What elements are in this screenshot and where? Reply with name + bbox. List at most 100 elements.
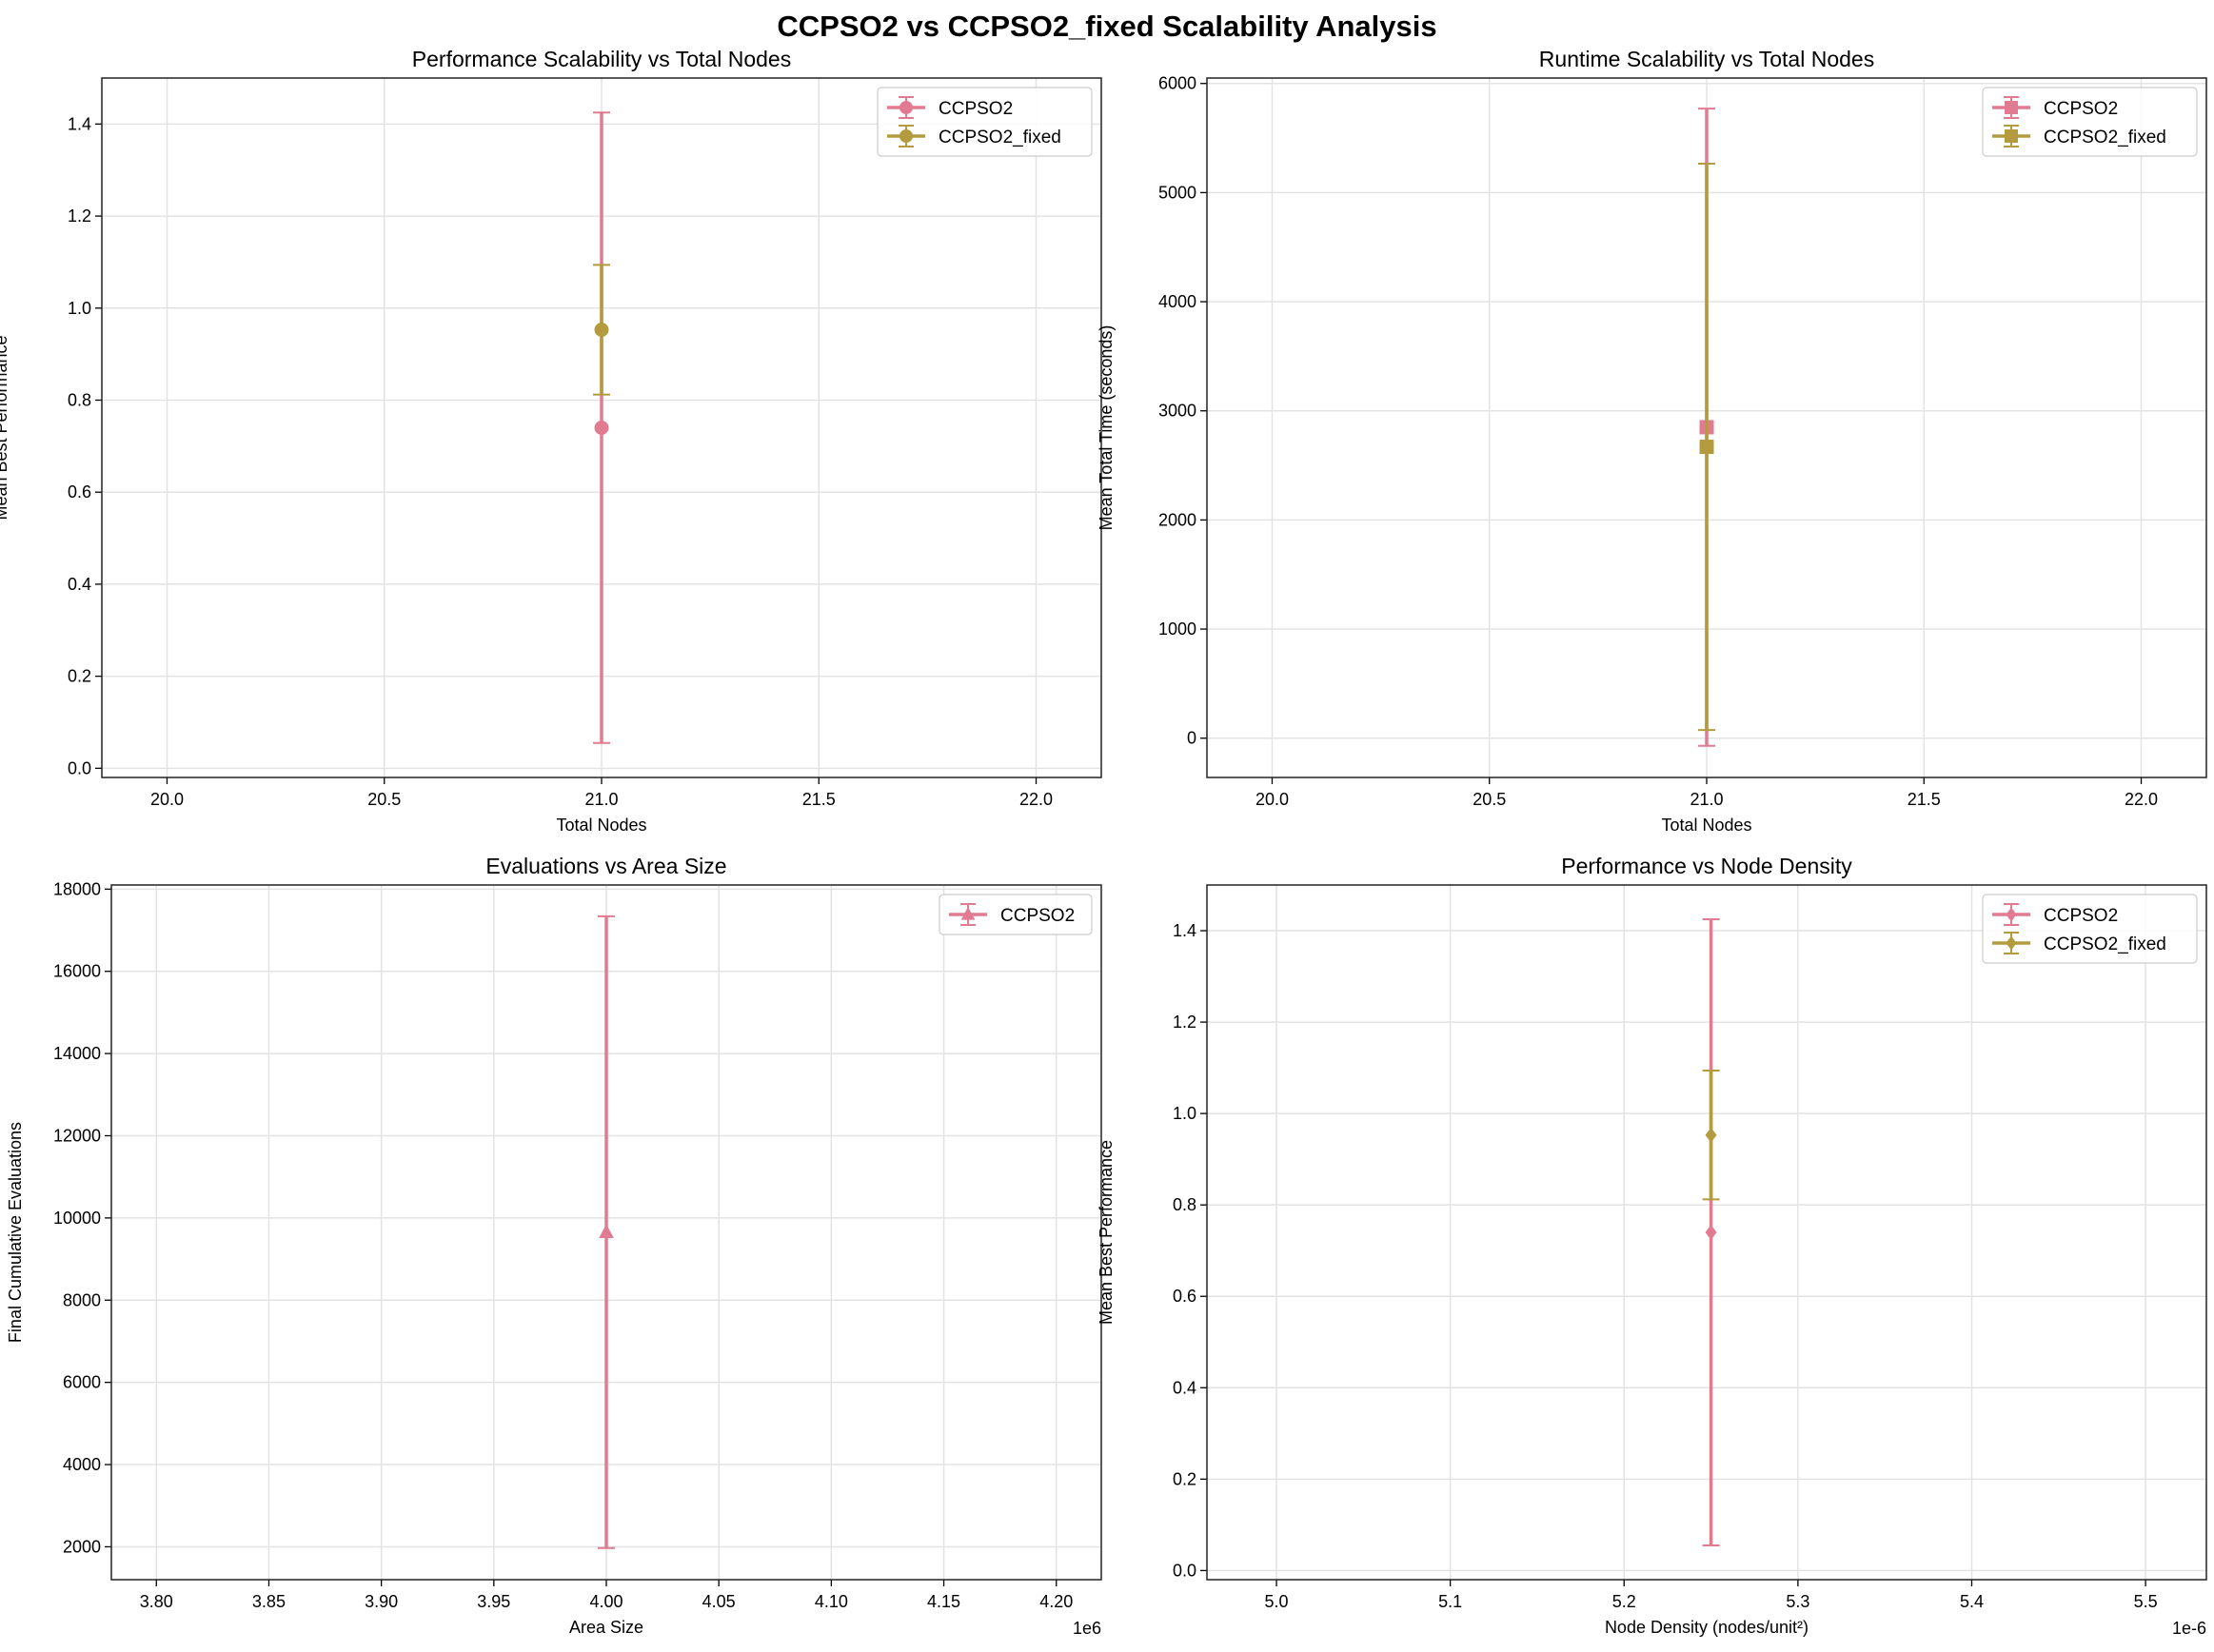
y-tick-label: 0.6 bbox=[1173, 1287, 1196, 1306]
subplot-title: Performance vs Node Density bbox=[1561, 854, 1852, 878]
y-axis-label: Mean Best Performance bbox=[0, 335, 10, 520]
subplot-title: Evaluations vs Area Size bbox=[485, 854, 726, 878]
data-point bbox=[599, 1224, 614, 1238]
y-tick-label: 1.0 bbox=[68, 299, 91, 318]
x-axis-label: Total Nodes bbox=[556, 816, 646, 835]
y-tick-label: 4000 bbox=[1158, 292, 1196, 311]
legend-marker bbox=[2005, 101, 2018, 114]
y-tick-label: 1000 bbox=[1158, 620, 1196, 639]
y-tick-label: 16000 bbox=[53, 962, 101, 981]
legend-label: CCPSO2 bbox=[1000, 906, 1075, 926]
y-tick-label: 14000 bbox=[53, 1044, 101, 1063]
x-tick-label: 3.85 bbox=[252, 1592, 286, 1611]
legend-box bbox=[1982, 87, 2198, 157]
y-tick-label: 1.4 bbox=[1173, 921, 1196, 940]
subplot-title: Runtime Scalability vs Total Nodes bbox=[1539, 47, 1874, 71]
y-tick-label: 0.0 bbox=[68, 758, 91, 777]
legend-box bbox=[939, 894, 1093, 935]
y-tick-label: 0.2 bbox=[68, 667, 91, 686]
legend-marker bbox=[960, 906, 976, 920]
legend-marker bbox=[2005, 129, 2018, 143]
y-tick-label: 0.2 bbox=[1173, 1469, 1196, 1488]
y-tick-label: 12000 bbox=[53, 1126, 101, 1145]
y-tick-label: 18000 bbox=[53, 879, 101, 898]
subplot-3: 3.80 3.85 3.90 3.95 4.00 4.05 4.10 4.15 4.20 2000… bbox=[6, 854, 1102, 1638]
y-tick-label: 8000 bbox=[63, 1290, 101, 1309]
legend-label: CCPSO2 bbox=[2044, 906, 2118, 926]
series-ccpso2-fixed bbox=[1698, 163, 1715, 732]
y-axis-label: Mean Best Performance bbox=[1097, 1140, 1116, 1325]
y-tick-label: 0.4 bbox=[1173, 1378, 1196, 1397]
axes-frame bbox=[1206, 884, 2207, 1581]
x-tick-label: 4.05 bbox=[702, 1592, 736, 1611]
x-tick-label: 3.80 bbox=[140, 1592, 173, 1611]
figure-title: CCPSO2 vs CCPSO2_fixed Scalability Analy… bbox=[777, 10, 1436, 43]
legend-marker bbox=[2006, 935, 2017, 951]
y-tick-label: 2000 bbox=[1158, 510, 1196, 529]
y-tick-label: 6000 bbox=[63, 1373, 101, 1392]
axes-frame bbox=[101, 77, 1102, 778]
x-tick-label: 22.0 bbox=[2125, 790, 2158, 809]
legend: CCPSO2 bbox=[939, 894, 1093, 935]
x-tick-label: 4.00 bbox=[589, 1592, 623, 1611]
subplot-1: 20.0 20.5 21.0 21.5 22.0 0.0 0.2 0.4 0.6 0.8 1.0 1.… bbox=[0, 47, 1102, 835]
x-tick-label: 5.3 bbox=[1786, 1592, 1809, 1611]
legend-box bbox=[1982, 894, 2198, 964]
series-ccpso2 bbox=[593, 111, 610, 744]
y-tick-label: 5000 bbox=[1158, 183, 1196, 202]
subplot-2: 20.0 20.5 21.0 21.5 22.0 0 1000 2000 3000 4000 500… bbox=[1097, 47, 2207, 835]
y-tick-label: 10000 bbox=[53, 1209, 101, 1228]
data-point bbox=[1705, 1127, 1717, 1143]
y-tick-label: 0 bbox=[1187, 729, 1196, 748]
legend-label: CCPSO2_fixed bbox=[939, 128, 1061, 148]
series-ccpso2-fixed bbox=[593, 264, 610, 396]
subplot-grid: 20.0 20.5 21.0 21.5 22.0 0.0 0.2 0.4 0.6 0.8 1.0 1.… bbox=[0, 47, 2207, 1638]
y-tick-label: 1.2 bbox=[1173, 1013, 1196, 1032]
y-tick-label: 1.2 bbox=[68, 206, 91, 226]
x-offset-label: 1e6 bbox=[1073, 1619, 1101, 1638]
data-point bbox=[1699, 440, 1714, 455]
x-tick-label: 21.5 bbox=[802, 790, 836, 809]
series-ccpso2 bbox=[1702, 918, 1720, 1546]
x-tick-label: 22.0 bbox=[1019, 790, 1053, 809]
x-tick-label: 20.0 bbox=[1255, 790, 1289, 809]
legend: CCPSO2 CCPSO2_fixed bbox=[1982, 87, 2198, 157]
y-axis-label: Final Cumulative Evaluations bbox=[6, 1122, 25, 1343]
y-tick-label: 1.4 bbox=[68, 114, 91, 133]
x-tick-label: 3.90 bbox=[365, 1592, 398, 1611]
x-tick-label: 3.95 bbox=[477, 1592, 510, 1611]
legend: CCPSO2 CCPSO2_fixed bbox=[1982, 894, 2198, 964]
x-tick-label: 20.5 bbox=[1473, 790, 1506, 809]
x-axis-label: Total Nodes bbox=[1661, 816, 1751, 835]
x-tick-label: 4.10 bbox=[815, 1592, 848, 1611]
legend-label: CCPSO2 bbox=[2044, 99, 2118, 119]
axes-frame bbox=[1206, 77, 2207, 778]
subplot-4: 5.0 5.1 5.2 5.3 5.4 5.5 0.0 0.2 0.4 0.6 0.8 1.0 1.2 1… bbox=[1097, 854, 2207, 1638]
series-ccpso2 bbox=[598, 914, 615, 1549]
legend: CCPSO2 CCPSO2_fixed bbox=[877, 87, 1093, 157]
y-tick-label: 0.8 bbox=[68, 390, 91, 409]
axes-frame bbox=[110, 884, 1102, 1581]
y-tick-label: 4000 bbox=[63, 1455, 101, 1474]
data-point bbox=[594, 421, 609, 435]
y-tick-label: 2000 bbox=[63, 1537, 101, 1556]
legend-marker bbox=[2006, 907, 2017, 922]
x-tick-label: 4.20 bbox=[1039, 1592, 1073, 1611]
x-tick-label: 21.0 bbox=[1690, 790, 1723, 809]
x-tick-label: 5.0 bbox=[1265, 1592, 1289, 1611]
x-tick-label: 21.0 bbox=[584, 790, 618, 809]
data-point bbox=[594, 323, 609, 338]
legend-label: CCPSO2_fixed bbox=[2044, 128, 2166, 148]
data-point bbox=[1705, 1225, 1717, 1240]
y-tick-label: 0.0 bbox=[1173, 1561, 1196, 1580]
legend-label: CCPSO2 bbox=[939, 99, 1013, 119]
x-axis-label: Node Density (nodes/unit²) bbox=[1605, 1618, 1809, 1637]
legend-box bbox=[877, 87, 1093, 157]
x-tick-label: 4.15 bbox=[927, 1592, 960, 1611]
y-axis-label: Mean Total Time (seconds) bbox=[1097, 325, 1116, 531]
y-tick-label: 0.4 bbox=[68, 575, 91, 594]
legend-marker bbox=[899, 101, 913, 114]
y-tick-label: 0.8 bbox=[1173, 1195, 1196, 1214]
legend-label: CCPSO2_fixed bbox=[2044, 934, 2166, 954]
